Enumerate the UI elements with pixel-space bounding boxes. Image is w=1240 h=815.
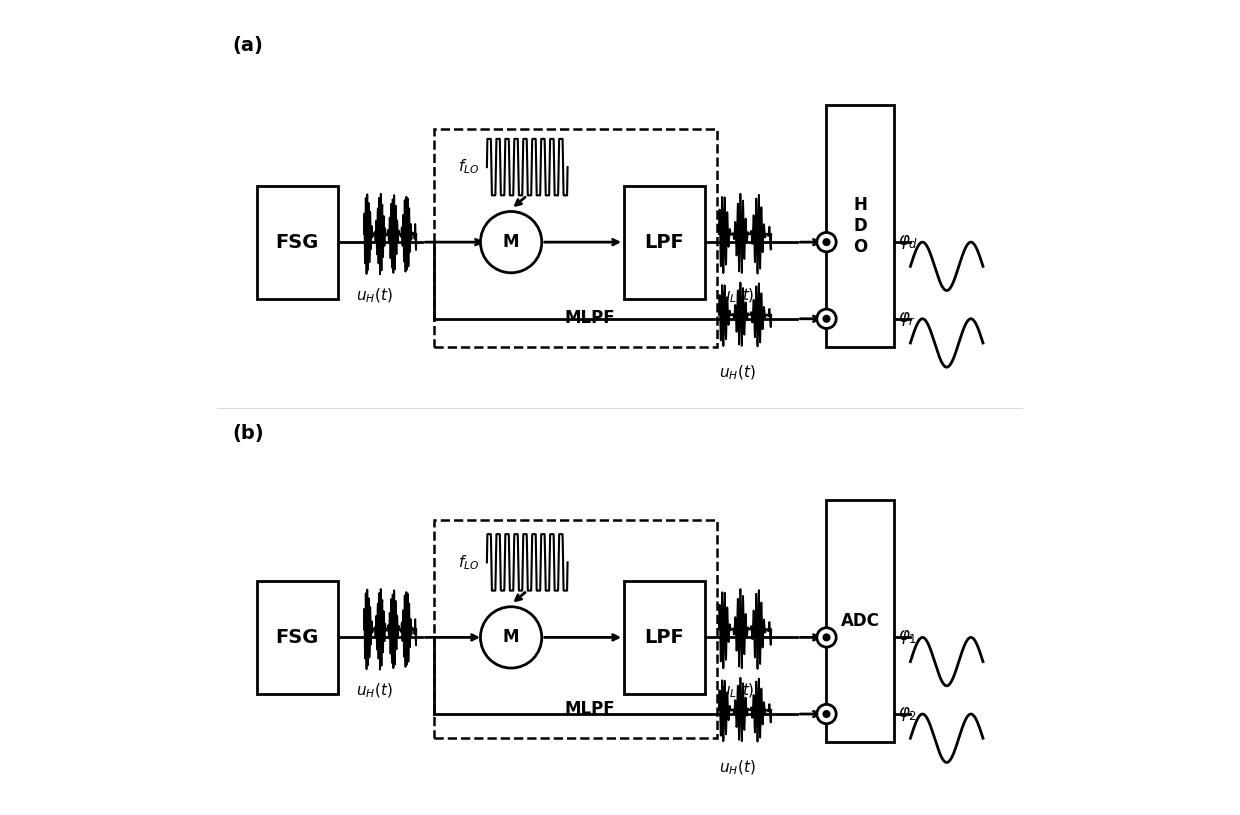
Circle shape — [817, 309, 836, 328]
Text: FSG: FSG — [275, 232, 319, 252]
Text: M: M — [503, 628, 520, 646]
Text: $\varphi_r$: $\varphi_r$ — [898, 310, 916, 328]
Text: $f_{LO}$: $f_{LO}$ — [458, 553, 479, 572]
Text: LPF: LPF — [645, 232, 684, 252]
Circle shape — [480, 211, 542, 273]
Bar — [257, 581, 337, 694]
Text: $u_L(t)$: $u_L(t)$ — [719, 287, 754, 305]
Text: FSG: FSG — [275, 628, 319, 647]
Text: M: M — [503, 233, 520, 251]
Text: MLPF: MLPF — [564, 700, 615, 718]
Circle shape — [817, 232, 836, 252]
Circle shape — [817, 628, 836, 647]
Circle shape — [822, 238, 831, 246]
Bar — [826, 500, 894, 742]
Text: (b): (b) — [233, 424, 264, 443]
Text: $\varphi_d$: $\varphi_d$ — [898, 233, 919, 251]
Text: $u_H(t)$: $u_H(t)$ — [719, 363, 755, 381]
Bar — [624, 186, 704, 298]
Text: LPF: LPF — [645, 628, 684, 647]
Text: $f_{LO}$: $f_{LO}$ — [458, 158, 479, 177]
Text: ADC: ADC — [841, 612, 879, 630]
Text: $\varphi_2$: $\varphi_2$ — [898, 705, 918, 723]
Circle shape — [817, 704, 836, 724]
Circle shape — [822, 710, 831, 718]
Text: $u_L(t)$: $u_L(t)$ — [719, 682, 754, 700]
Text: $u_H(t)$: $u_H(t)$ — [356, 287, 392, 305]
Text: MLPF: MLPF — [564, 309, 615, 327]
Bar — [826, 105, 894, 347]
Text: $u_H(t)$: $u_H(t)$ — [356, 682, 392, 700]
Text: H
D
O: H D O — [853, 196, 867, 256]
Bar — [624, 581, 704, 694]
Circle shape — [480, 606, 542, 668]
Bar — [434, 130, 717, 347]
Circle shape — [822, 633, 831, 641]
Circle shape — [822, 315, 831, 323]
Text: (a): (a) — [233, 37, 264, 55]
Bar — [257, 186, 337, 298]
Text: $u_H(t)$: $u_H(t)$ — [719, 759, 755, 777]
Bar — [434, 521, 717, 738]
Text: $\varphi_1$: $\varphi_1$ — [898, 628, 918, 646]
